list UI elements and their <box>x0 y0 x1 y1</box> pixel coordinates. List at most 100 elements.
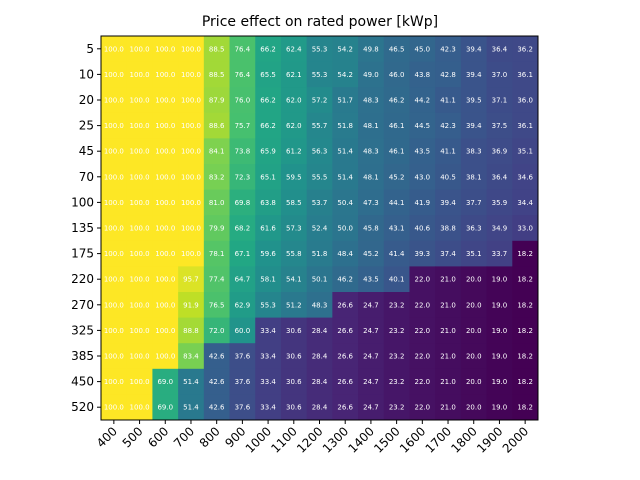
heatmap-cell <box>306 112 333 139</box>
heatmap-cell <box>435 394 462 421</box>
cell-value-label: 81.0 <box>209 199 225 207</box>
heatmap-cell <box>486 189 513 216</box>
cell-value-label: 50.4 <box>337 199 353 207</box>
heatmap-cell <box>101 138 128 165</box>
cell-value-label: 38.1 <box>466 173 482 181</box>
cell-value-label: 100.0 <box>155 199 175 207</box>
heatmap-cell <box>101 61 128 88</box>
heatmap-cell <box>435 112 462 139</box>
cell-value-label: 24.7 <box>363 353 379 361</box>
heatmap-cell <box>512 266 539 293</box>
heatmap-cell <box>409 87 436 114</box>
cell-value-label: 100.0 <box>104 327 124 335</box>
heatmap-cell <box>358 368 385 395</box>
heatmap-cell <box>460 61 488 88</box>
cell-value-label: 100.0 <box>155 276 175 284</box>
cell-value-label: 76.5 <box>209 301 225 309</box>
heatmap-cell <box>358 215 385 242</box>
cell-value-label: 100.0 <box>130 71 150 79</box>
cell-value-label: 47.3 <box>363 199 379 207</box>
heatmap-cell <box>178 189 205 216</box>
heatmap-cell <box>255 317 282 344</box>
cell-value-label: 26.6 <box>337 301 353 309</box>
heatmap-cell <box>512 164 539 191</box>
cell-value-label: 42.6 <box>209 378 225 386</box>
cell-value-label: 23.2 <box>389 301 405 309</box>
cell-value-label: 62.0 <box>286 122 302 130</box>
heatmap-cell <box>178 215 205 242</box>
heatmap-cell <box>255 343 282 370</box>
cell-value-label: 30.6 <box>286 353 302 361</box>
cell-value-label: 78.1 <box>209 250 225 258</box>
cell-value-label: 21.0 <box>440 404 456 412</box>
cell-value-label: 64.7 <box>235 276 251 284</box>
cell-value-label: 40.5 <box>440 173 456 181</box>
heatmap-cell <box>101 215 128 242</box>
cell-value-label: 100.0 <box>181 250 201 258</box>
cell-value-label: 46.2 <box>337 276 353 284</box>
heatmap-cell <box>178 164 205 191</box>
cell-value-label: 18.2 <box>517 301 533 309</box>
cell-value-label: 100.0 <box>104 199 124 207</box>
x-tick-label: 2000 <box>500 424 531 455</box>
heatmap-cell <box>152 61 179 88</box>
heatmap-cell <box>332 240 359 267</box>
heatmap-cell <box>126 292 153 319</box>
heatmap-cell <box>512 394 539 421</box>
heatmap-cell <box>152 87 179 114</box>
heatmap-cell <box>435 368 462 395</box>
cell-value-label: 66.2 <box>260 122 276 130</box>
heatmap-cell <box>383 292 410 319</box>
cell-value-label: 100.0 <box>130 301 150 309</box>
heatmap-cell <box>280 61 308 88</box>
cell-value-label: 100.0 <box>104 250 124 258</box>
heatmap-cell <box>178 343 205 370</box>
cell-value-label: 37.4 <box>440 250 456 258</box>
cell-value-label: 20.0 <box>466 404 482 412</box>
heatmap-cell <box>358 138 385 165</box>
x-tick-label: 1000 <box>243 424 274 455</box>
heatmap-cell <box>178 317 205 344</box>
cell-value-label: 37.0 <box>492 71 508 79</box>
heatmap-cell <box>306 215 333 242</box>
heatmap-cell <box>460 266 488 293</box>
heatmap-cell <box>332 368 359 395</box>
heatmap-cell <box>280 292 308 319</box>
heatmap-cell <box>152 317 179 344</box>
cell-value-label: 39.4 <box>466 71 482 79</box>
cell-value-label: 79.9 <box>209 225 225 233</box>
heatmap-cell <box>203 164 231 191</box>
heatmap-cell <box>332 36 359 63</box>
cell-value-label: 22.0 <box>415 353 431 361</box>
heatmap-cell <box>409 317 436 344</box>
heatmap-cell <box>178 36 205 63</box>
heatmap-cell <box>255 36 282 63</box>
heatmap-cell <box>486 292 513 319</box>
cell-value-label: 20.0 <box>466 301 482 309</box>
cell-value-label: 34.9 <box>492 225 508 233</box>
heatmap-cell <box>229 112 256 139</box>
cell-value-label: 36.3 <box>466 225 482 233</box>
cell-value-label: 100.0 <box>155 327 175 335</box>
cell-value-label: 100.0 <box>155 250 175 258</box>
cell-value-label: 65.9 <box>260 148 276 156</box>
cell-value-label: 34.6 <box>517 173 533 181</box>
heatmap-cell <box>203 36 231 63</box>
heatmap-cell <box>460 317 488 344</box>
cell-value-label: 88.5 <box>209 71 225 79</box>
cell-value-label: 36.4 <box>492 45 508 53</box>
heatmap-cell <box>460 87 488 114</box>
cell-value-label: 51.8 <box>337 122 353 130</box>
cell-value-label: 100.0 <box>130 199 150 207</box>
y-tick-label: 25 <box>79 119 94 133</box>
cell-value-label: 100.0 <box>155 225 175 233</box>
heatmap-cell <box>126 36 153 63</box>
cell-value-label: 53.7 <box>312 199 328 207</box>
cell-value-label: 100.0 <box>104 404 124 412</box>
heatmap-cell <box>152 138 179 165</box>
x-tick-label: 1800 <box>448 424 479 455</box>
cell-value-label: 42.3 <box>440 122 456 130</box>
heatmap-cell <box>229 292 256 319</box>
heatmap-cell <box>152 240 179 267</box>
cell-value-label: 30.6 <box>286 404 302 412</box>
